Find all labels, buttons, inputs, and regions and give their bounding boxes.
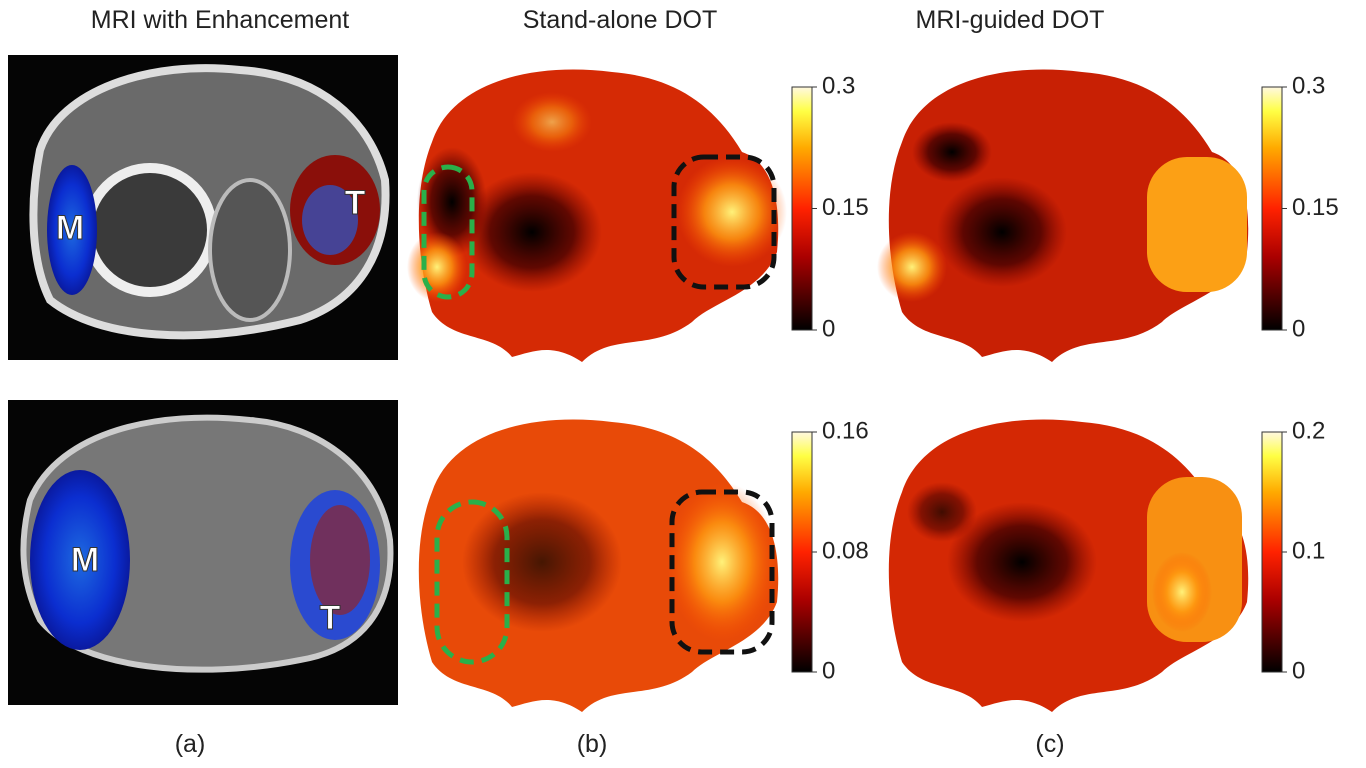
- mri-label: T: [320, 599, 341, 637]
- dot-image: [877, 70, 1248, 362]
- tick-label: 0.16: [822, 417, 869, 444]
- tick-label: 0.15: [1292, 194, 1339, 221]
- mri-top: M T: [8, 55, 398, 360]
- panel-label: (a): [175, 730, 206, 758]
- tick-label: 0.15: [822, 194, 869, 221]
- colorbar: [1262, 432, 1282, 672]
- mri-label: M: [56, 209, 84, 247]
- dot-image: [407, 70, 787, 362]
- tick-label: 0.08: [822, 537, 869, 564]
- colorbar: [792, 432, 812, 672]
- tick-label: 0.1: [1292, 537, 1325, 564]
- dot-image: [419, 420, 778, 712]
- tick-label: 0.3: [1292, 72, 1325, 99]
- colorbar: [1262, 87, 1282, 330]
- panel-label: (b): [577, 730, 608, 758]
- column-titles: MRI with Enhancement Stand-alone DOT MRI…: [91, 6, 1105, 34]
- tick-label: 0: [822, 657, 835, 684]
- dot-image: [889, 420, 1248, 712]
- colorbar: [792, 87, 812, 330]
- column-title: Stand-alone DOT: [523, 6, 718, 34]
- tick-label: 0: [1292, 315, 1305, 342]
- mri-label: M: [71, 541, 99, 579]
- mri-bottom: M T: [8, 400, 398, 705]
- tick-label: 0: [1292, 657, 1305, 684]
- tick-label: 0.2: [1292, 417, 1325, 444]
- panel-labels: (a) (b) (c): [175, 730, 1065, 758]
- column-title: MRI-guided DOT: [916, 6, 1105, 34]
- column-title: MRI with Enhancement: [91, 6, 350, 34]
- tick-label: 0.3: [822, 72, 855, 99]
- figure: MRI with Enhancement Stand-alone DOT MRI…: [0, 0, 1366, 768]
- panel-label: (c): [1035, 730, 1064, 758]
- tick-label: 0: [822, 315, 835, 342]
- mri-label: T: [345, 184, 366, 222]
